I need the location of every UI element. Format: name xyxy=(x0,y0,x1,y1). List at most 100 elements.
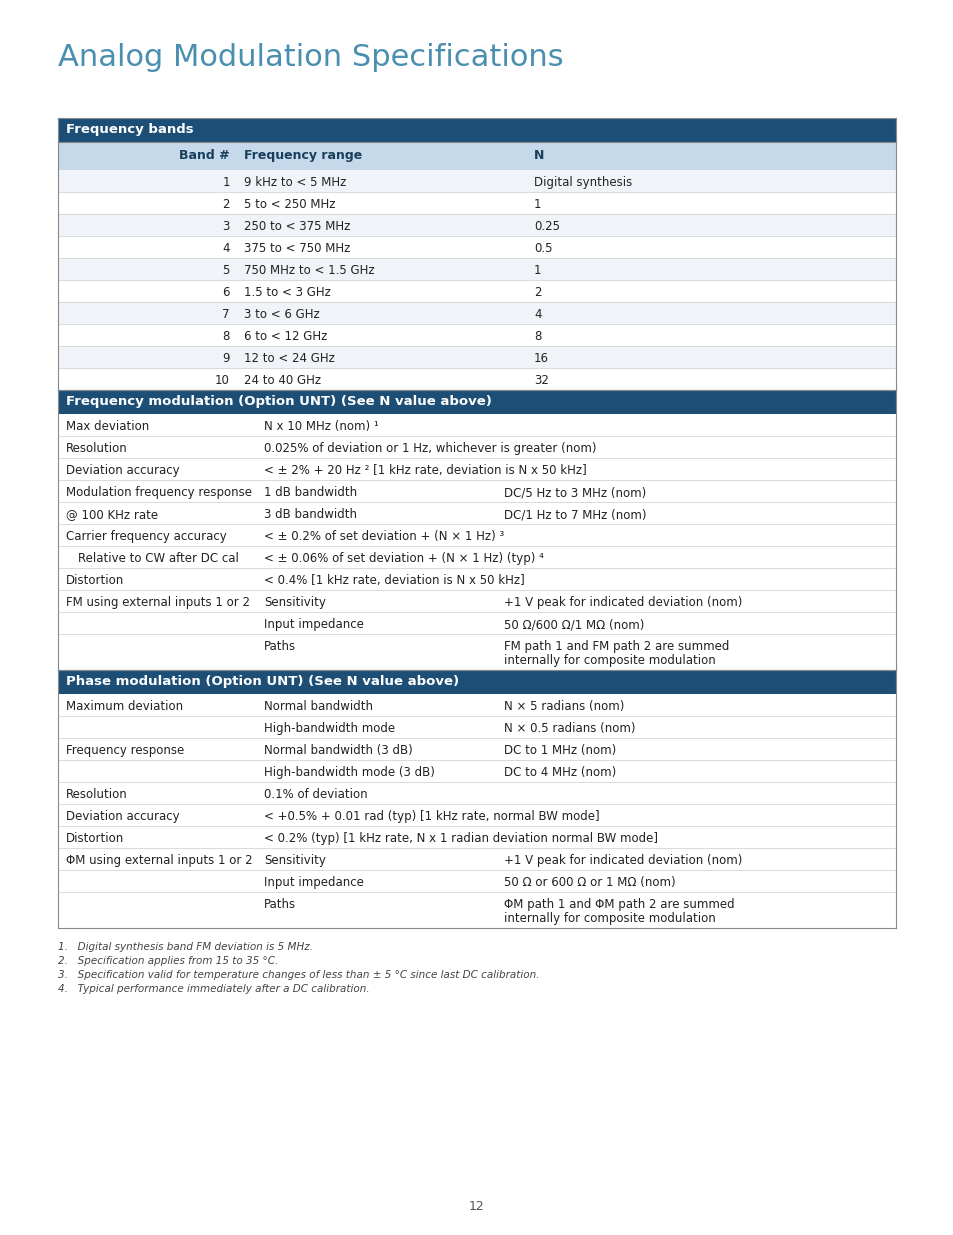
Text: < ± 0.06% of set deviation + (N × 1 Hz) (typ) ⁴: < ± 0.06% of set deviation + (N × 1 Hz) … xyxy=(264,552,543,564)
Text: 6 to < 12 GHz: 6 to < 12 GHz xyxy=(244,330,327,343)
Text: 0.25: 0.25 xyxy=(534,220,559,233)
Bar xyxy=(58,671,895,694)
Bar xyxy=(58,848,895,869)
Text: 3 to < 6 GHz: 3 to < 6 GHz xyxy=(244,308,319,321)
Text: N x 10 MHz (nom) ¹: N x 10 MHz (nom) ¹ xyxy=(264,420,378,433)
Text: < ± 2% + 20 Hz ² [1 kHz rate, deviation is N x 50 kHz]: < ± 2% + 20 Hz ² [1 kHz rate, deviation … xyxy=(264,464,586,477)
Text: 0.1% of deviation: 0.1% of deviation xyxy=(264,788,367,802)
Bar xyxy=(58,303,895,324)
Text: Deviation accuracy: Deviation accuracy xyxy=(66,464,179,477)
Text: 16: 16 xyxy=(534,352,548,366)
Bar xyxy=(58,480,895,501)
Bar xyxy=(58,414,895,436)
Text: Sensitivity: Sensitivity xyxy=(264,597,326,609)
Bar xyxy=(58,191,895,214)
Text: 250 to < 375 MHz: 250 to < 375 MHz xyxy=(244,220,350,233)
Text: Resolution: Resolution xyxy=(66,442,128,454)
Bar xyxy=(58,694,895,716)
Text: 1: 1 xyxy=(222,177,230,189)
Bar xyxy=(58,524,895,546)
Text: High-bandwidth mode: High-bandwidth mode xyxy=(264,722,395,735)
Text: < ± 0.2% of set deviation + (N × 1 Hz) ³: < ± 0.2% of set deviation + (N × 1 Hz) ³ xyxy=(264,530,504,543)
Text: 32: 32 xyxy=(534,374,548,387)
Bar xyxy=(58,324,895,346)
Bar xyxy=(58,236,895,258)
Text: 4.   Typical performance immediately after a DC calibration.: 4. Typical performance immediately after… xyxy=(58,984,369,994)
Bar xyxy=(58,804,895,826)
Text: 3 dB bandwidth: 3 dB bandwidth xyxy=(264,508,356,521)
Bar xyxy=(58,142,895,170)
Bar xyxy=(58,739,895,760)
Bar xyxy=(58,458,895,480)
Text: @ 100 KHz rate: @ 100 KHz rate xyxy=(66,508,158,521)
Text: Deviation accuracy: Deviation accuracy xyxy=(66,810,179,823)
Text: 5 to < 250 MHz: 5 to < 250 MHz xyxy=(244,198,335,211)
Text: Normal bandwidth: Normal bandwidth xyxy=(264,700,373,713)
Text: Frequency modulation (Option UNT) (See N value above): Frequency modulation (Option UNT) (See N… xyxy=(66,395,492,408)
Text: internally for composite modulation: internally for composite modulation xyxy=(503,655,715,667)
Bar xyxy=(58,634,895,671)
Text: Frequency bands: Frequency bands xyxy=(66,124,193,136)
Text: Frequency response: Frequency response xyxy=(66,743,184,757)
Text: 3.   Specification valid for temperature changes of less than ± 5 °C since last : 3. Specification valid for temperature c… xyxy=(58,969,539,981)
Text: < 0.2% (typ) [1 kHz rate, N x 1 radian deviation normal BW mode]: < 0.2% (typ) [1 kHz rate, N x 1 radian d… xyxy=(264,832,658,845)
Text: 9 kHz to < 5 MHz: 9 kHz to < 5 MHz xyxy=(244,177,346,189)
Text: 8: 8 xyxy=(222,330,230,343)
Bar xyxy=(58,170,895,191)
Bar xyxy=(58,716,895,739)
Text: Paths: Paths xyxy=(264,640,295,653)
Text: 1: 1 xyxy=(534,198,541,211)
Text: FM using external inputs 1 or 2: FM using external inputs 1 or 2 xyxy=(66,597,250,609)
Text: Maximum deviation: Maximum deviation xyxy=(66,700,183,713)
Bar xyxy=(58,613,895,634)
Text: N: N xyxy=(534,149,544,162)
Text: 10: 10 xyxy=(214,374,230,387)
Bar xyxy=(58,119,895,142)
Text: Sensitivity: Sensitivity xyxy=(264,853,326,867)
Text: 50 Ω/600 Ω/1 MΩ (nom): 50 Ω/600 Ω/1 MΩ (nom) xyxy=(503,618,643,631)
Text: ΦM using external inputs 1 or 2: ΦM using external inputs 1 or 2 xyxy=(66,853,253,867)
Text: Carrier frequency accuracy: Carrier frequency accuracy xyxy=(66,530,227,543)
Text: Distortion: Distortion xyxy=(66,832,124,845)
Text: Phase modulation (Option UNT) (See N value above): Phase modulation (Option UNT) (See N val… xyxy=(66,676,458,688)
Text: DC to 4 MHz (nom): DC to 4 MHz (nom) xyxy=(503,766,616,779)
Text: internally for composite modulation: internally for composite modulation xyxy=(503,911,715,925)
Text: 8: 8 xyxy=(534,330,540,343)
Bar xyxy=(58,390,895,414)
Bar xyxy=(58,346,895,368)
Bar xyxy=(58,869,895,892)
Text: Max deviation: Max deviation xyxy=(66,420,149,433)
Text: Analog Modulation Specifications: Analog Modulation Specifications xyxy=(58,43,563,72)
Text: Paths: Paths xyxy=(264,898,295,911)
Bar xyxy=(58,590,895,613)
Text: 4: 4 xyxy=(222,242,230,254)
Text: 24 to 40 GHz: 24 to 40 GHz xyxy=(244,374,321,387)
Text: 375 to < 750 MHz: 375 to < 750 MHz xyxy=(244,242,350,254)
Text: 5: 5 xyxy=(222,264,230,277)
Bar xyxy=(58,892,895,927)
Text: 0.025% of deviation or 1 Hz, whichever is greater (nom): 0.025% of deviation or 1 Hz, whichever i… xyxy=(264,442,596,454)
Text: 50 Ω or 600 Ω or 1 MΩ (nom): 50 Ω or 600 Ω or 1 MΩ (nom) xyxy=(503,876,675,889)
Bar xyxy=(58,782,895,804)
Bar xyxy=(58,568,895,590)
Text: < 0.4% [1 kHz rate, deviation is N x 50 kHz]: < 0.4% [1 kHz rate, deviation is N x 50 … xyxy=(264,574,524,587)
Text: DC to 1 MHz (nom): DC to 1 MHz (nom) xyxy=(503,743,616,757)
Text: FM path 1 and FM path 2 are summed: FM path 1 and FM path 2 are summed xyxy=(503,640,729,653)
Text: Resolution: Resolution xyxy=(66,788,128,802)
Text: Modulation frequency response: Modulation frequency response xyxy=(66,487,252,499)
Text: 6: 6 xyxy=(222,287,230,299)
Bar xyxy=(58,280,895,303)
Text: < +0.5% + 0.01 rad (typ) [1 kHz rate, normal BW mode]: < +0.5% + 0.01 rad (typ) [1 kHz rate, no… xyxy=(264,810,599,823)
Text: 2.   Specification applies from 15 to 35 °C.: 2. Specification applies from 15 to 35 °… xyxy=(58,956,278,966)
Text: Relative to CW after DC cal: Relative to CW after DC cal xyxy=(78,552,238,564)
Text: Normal bandwidth (3 dB): Normal bandwidth (3 dB) xyxy=(264,743,413,757)
Bar xyxy=(58,546,895,568)
Text: ΦM path 1 and ΦM path 2 are summed: ΦM path 1 and ΦM path 2 are summed xyxy=(503,898,734,911)
Text: DC/5 Hz to 3 MHz (nom): DC/5 Hz to 3 MHz (nom) xyxy=(503,487,645,499)
Bar xyxy=(58,436,895,458)
Text: Input impedance: Input impedance xyxy=(264,618,363,631)
Bar xyxy=(58,760,895,782)
Text: 12: 12 xyxy=(469,1200,484,1213)
Text: 4: 4 xyxy=(534,308,541,321)
Text: Digital synthesis: Digital synthesis xyxy=(534,177,632,189)
